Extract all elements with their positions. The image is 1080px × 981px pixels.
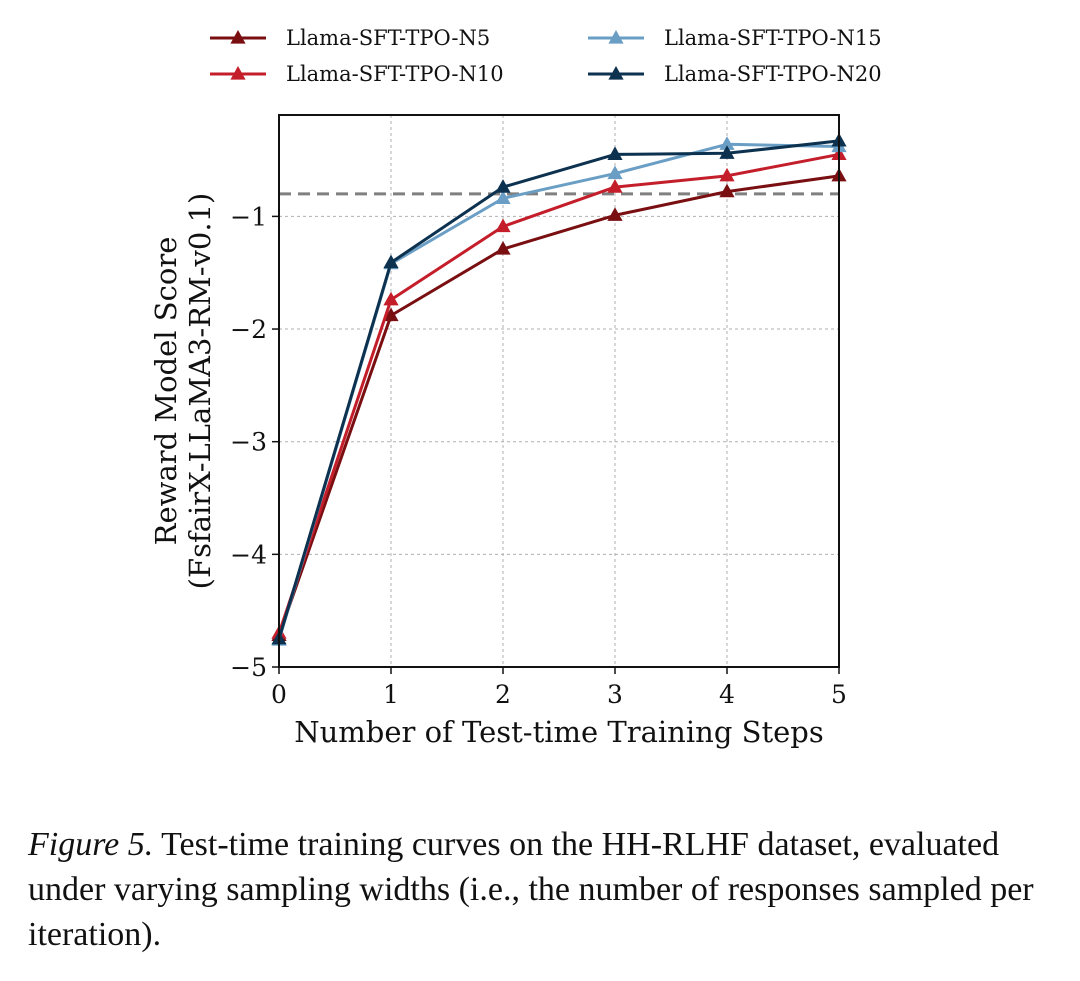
data-point-marker	[383, 254, 399, 269]
data-point-marker	[607, 165, 623, 180]
y-tick-label: −4	[230, 540, 267, 569]
data-point-marker	[719, 136, 735, 150]
x-tick-label: 1	[383, 680, 399, 709]
x-tick-label: 3	[607, 680, 623, 709]
data-point-marker	[383, 291, 399, 306]
legend-marker	[230, 66, 246, 80]
series-line	[277, 139, 840, 640]
legend-marker	[230, 30, 246, 44]
y-axis-label-line2: (FsfairX-LLaMA3-RM-v0.1)	[183, 193, 217, 590]
chart: 0 1 2 3 4 5 −5 −4 −3 −2 −1 Number of Test-time Tra…	[149, 26, 882, 749]
data-point-marker	[607, 207, 623, 221]
legend-item: Llama-SFT-TPO-N5	[210, 26, 490, 50]
y-tick-label: −1	[230, 202, 267, 231]
x-axis-label: Number of Test-time Training Steps	[294, 715, 823, 749]
legend: Llama-SFT-TPO-N5 Llama-SFT-TPO-N10 Llama-S…	[210, 26, 882, 86]
y-tick-label: −5	[230, 653, 267, 682]
figure-caption: Figure 5. Test-time training curves on t…	[28, 822, 1048, 957]
series-Llama-SFT-TPO-N10	[271, 146, 847, 639]
caption-label: Figure 5.	[28, 826, 154, 863]
series-Llama-SFT-TPO-N5	[271, 167, 847, 642]
legend-item: Llama-SFT-TPO-N15	[588, 26, 882, 50]
x-tick-label: 0	[271, 680, 287, 709]
x-tick-label: 5	[831, 680, 847, 709]
plot-frame	[278, 114, 840, 668]
data-point-marker	[607, 179, 623, 193]
y-tick-label: −2	[230, 315, 267, 344]
legend-label: Llama-SFT-TPO-N5	[286, 26, 490, 50]
series-Llama-SFT-TPO-N20	[271, 132, 847, 645]
data-point-marker	[383, 307, 399, 322]
data-point-marker	[495, 179, 511, 193]
x-tick-label: 4	[719, 680, 735, 709]
legend-label: Llama-SFT-TPO-N20	[664, 62, 882, 86]
series-line	[277, 174, 840, 636]
data-point-marker	[607, 146, 623, 161]
series-Llama-SFT-TPO-N15	[271, 136, 847, 646]
series-group	[271, 132, 847, 646]
data-point-marker	[495, 190, 511, 204]
data-point-marker	[495, 218, 511, 233]
legend-label: Llama-SFT-TPO-N10	[286, 62, 504, 86]
legend-marker	[608, 66, 624, 80]
caption-text: Test-time training curves on the HH-RLHF…	[28, 826, 1034, 953]
legend-item: Llama-SFT-TPO-N10	[210, 62, 504, 86]
legend-item: Llama-SFT-TPO-N20	[588, 62, 882, 86]
data-point-marker	[719, 167, 735, 182]
ticks: 0 1 2 3 4 5 −5 −4 −3 −2 −1	[230, 202, 847, 709]
data-point-marker	[719, 145, 735, 159]
legend-label: Llama-SFT-TPO-N15	[664, 26, 882, 50]
x-tick-label: 2	[495, 680, 511, 709]
data-point-marker	[495, 241, 511, 255]
legend-marker	[608, 30, 624, 44]
y-tick-label: −3	[230, 428, 267, 457]
y-axis-label: Reward Model Score (FsfairX-LLaMA3-RM-v0…	[149, 193, 217, 590]
data-point-marker	[719, 183, 735, 198]
series-line	[277, 152, 840, 634]
y-axis-label-line1: Reward Model Score	[149, 237, 183, 546]
